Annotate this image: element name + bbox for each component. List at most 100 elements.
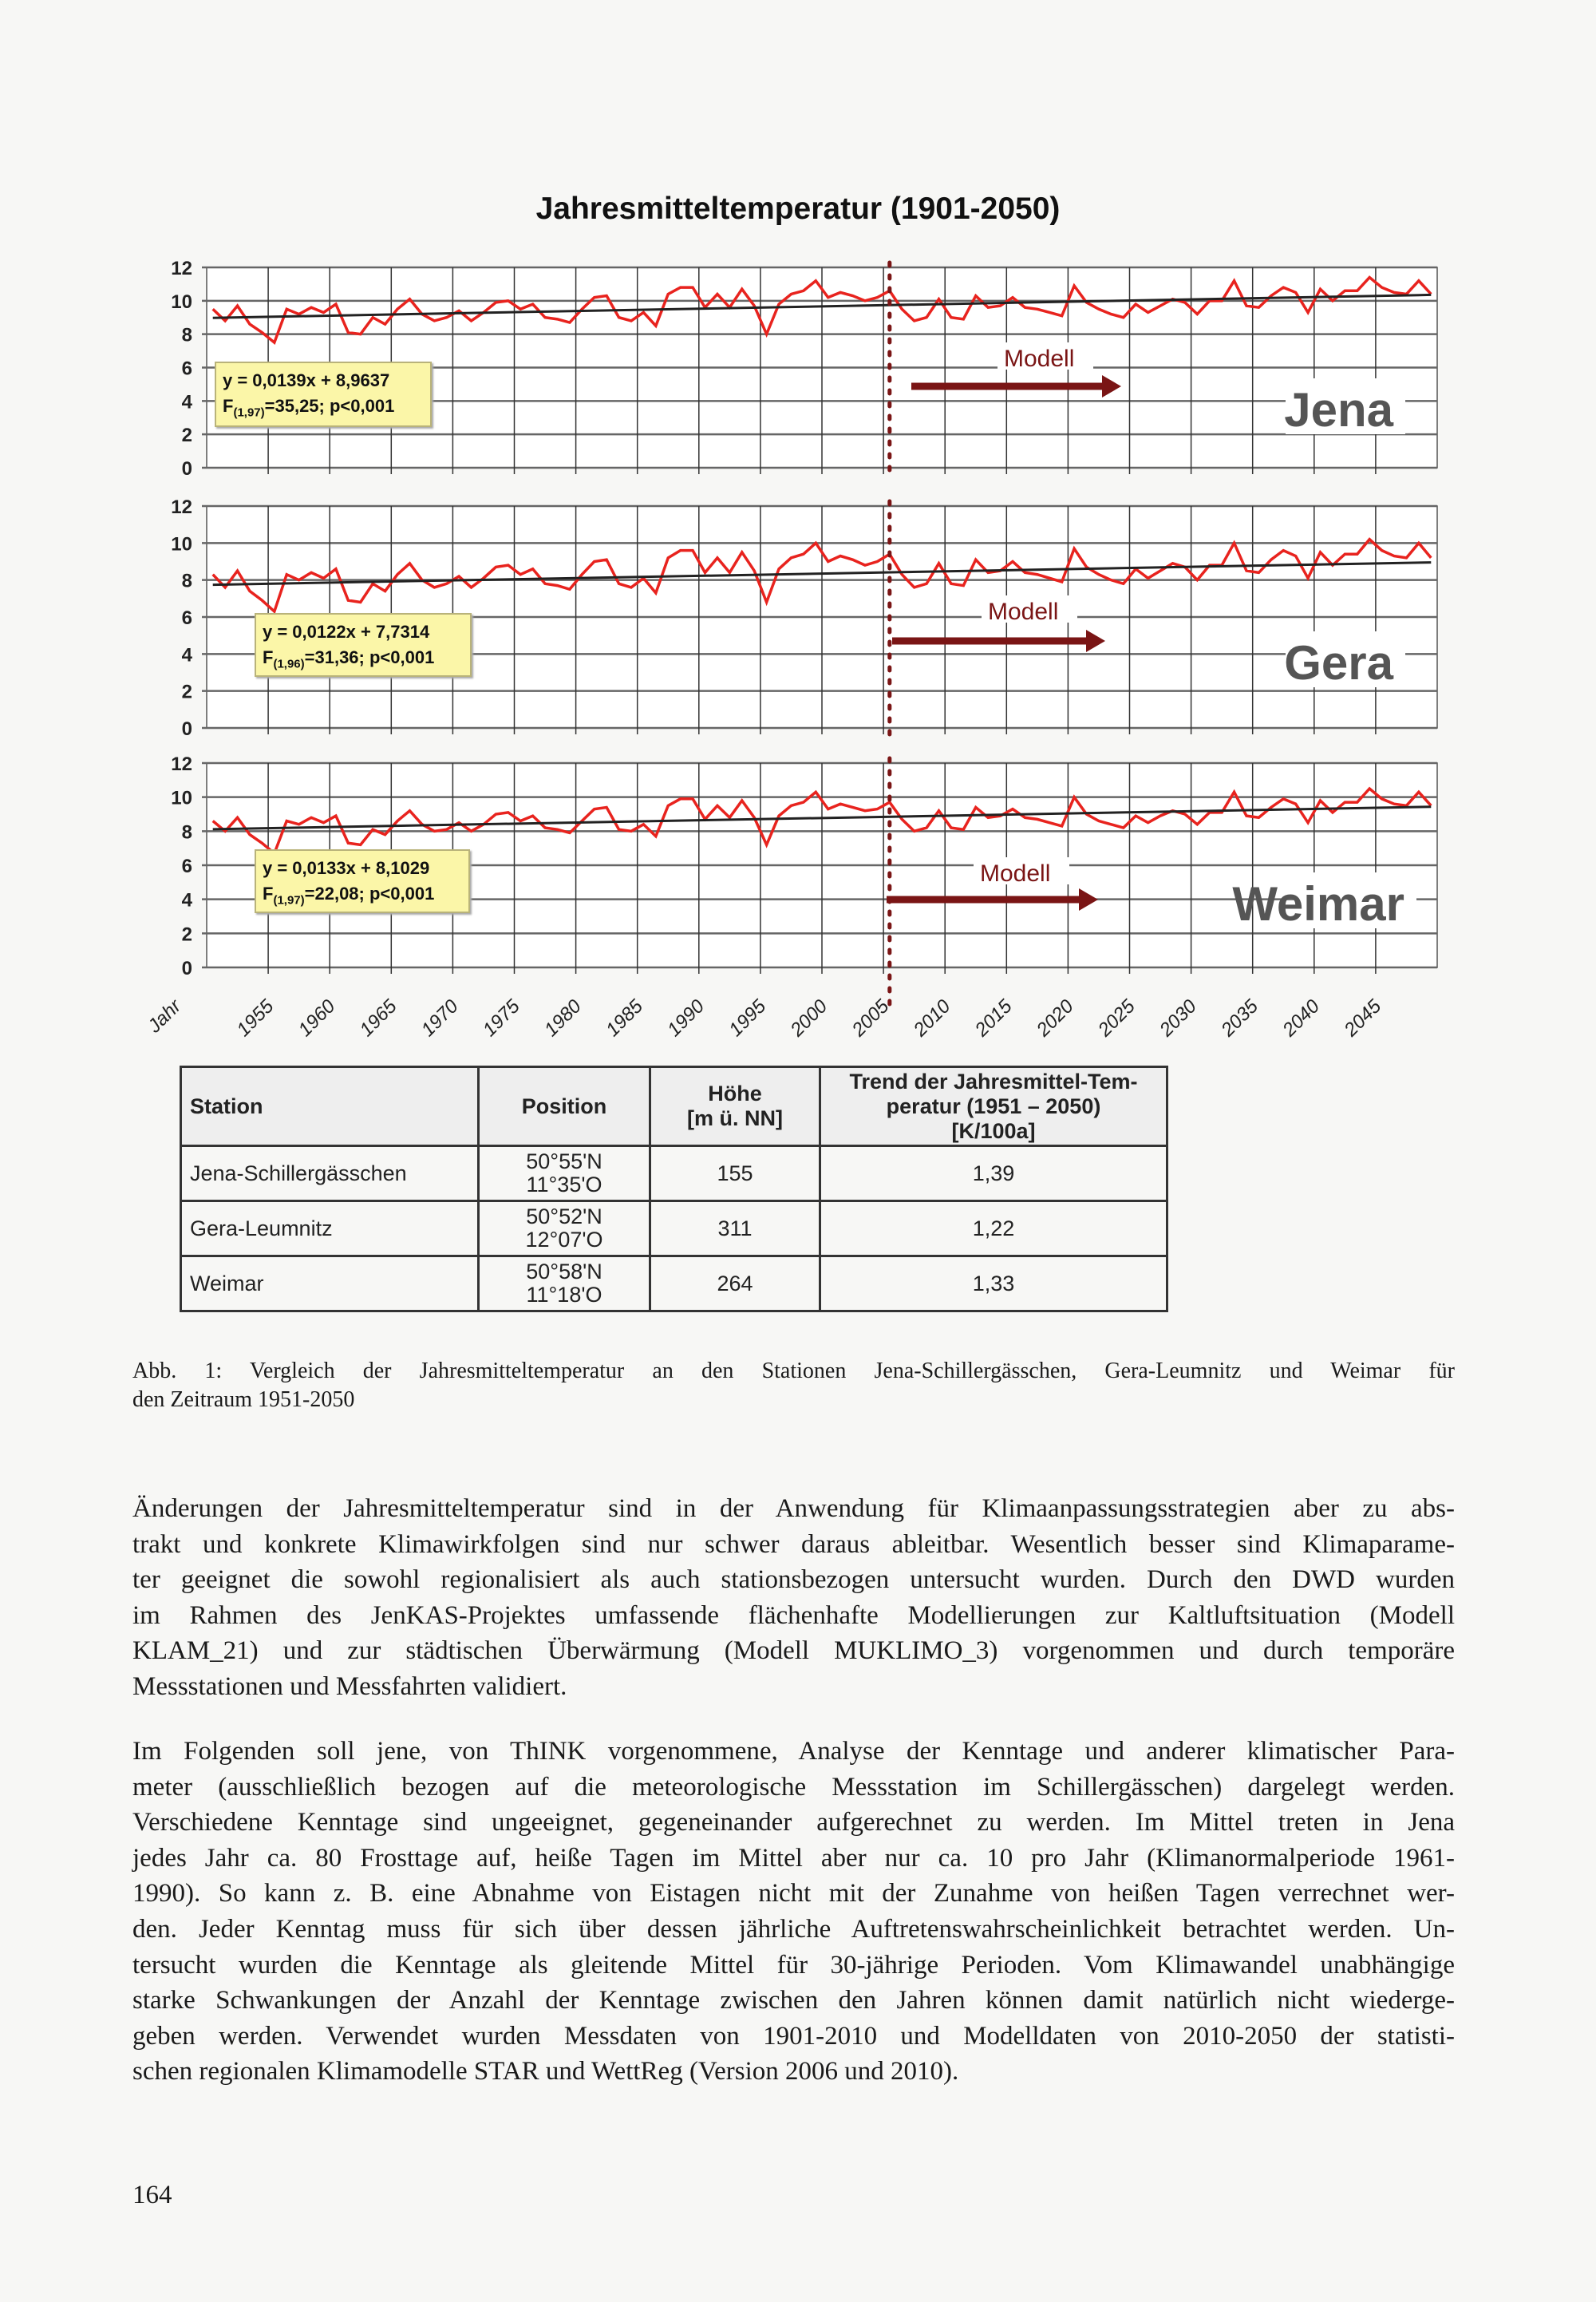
y-tick-label: 8: [182, 571, 192, 592]
chart-title: Jahresmitteltemperatur (1901-2050): [535, 192, 1061, 226]
text-line: trakt und konkrete Klimawirkfolgen sind …: [132, 1529, 1455, 1559]
text-line: Änderungen der Jahresmitteltemperatur si…: [132, 1494, 1455, 1523]
table-row: Weimar 50°58'N 11°18'O 264 1,33: [180, 1255, 1168, 1312]
text-line: meter (ausschließlich bezogen auf die me…: [132, 1772, 1455, 1802]
regression-equation: y = 0,0122x + 7,7314: [263, 622, 430, 642]
x-tick-label: 2025: [1093, 995, 1140, 1038]
header-hoehe: Höhe [m ü. NN]: [649, 1066, 821, 1147]
y-tick-label: 4: [182, 391, 193, 413]
x-tick-label: 2000: [786, 995, 832, 1038]
cell-trend: 1,39: [819, 1145, 1168, 1202]
model-arrowhead-icon: [1102, 375, 1121, 398]
temperature-charts: 0 2 4 6 8 10 12 Jena Modell 0 2 4 6 8 10 12 Gera Modell 0 2…: [143, 258, 1438, 1038]
station-label: Weimar: [1232, 877, 1404, 931]
text-line: starke Schwankungen der Anzahl der Kennt…: [132, 1986, 1455, 2015]
chart-panel-weimar: 0 2 4 6 8 10 12 Weimar Modell: [171, 753, 1438, 1010]
table-row: Jena-Schillergässchen 50°55'N 11°35'O 155…: [180, 1145, 1168, 1202]
y-tick-label: 8: [182, 325, 192, 346]
model-label-bg: [998, 342, 1093, 370]
y-tick-label: 12: [171, 258, 192, 279]
station-label-bg: [1286, 631, 1405, 687]
x-tick-label: 1990: [663, 995, 709, 1038]
x-tick-label: 1995: [725, 995, 770, 1038]
text-line: schen regionalen Klimamodelle STAR und W…: [132, 2057, 959, 2086]
y-tick-label: 4: [182, 890, 193, 912]
cell-position: 50°55'N 11°35'O: [477, 1145, 651, 1202]
model-arrowhead-icon: [1079, 888, 1098, 911]
x-tick-label: 1985: [602, 995, 647, 1038]
y-tick-label: 12: [171, 496, 192, 518]
regression-box-gera: y = 0,0122x + 7,7314 F(1,96)=31,36; p<0,…: [255, 613, 472, 677]
station-label-bg: [1297, 872, 1416, 928]
regression-box-weimar: y = 0,0133x + 8,1029 F(1,97)=22,08; p<0,…: [255, 849, 470, 913]
y-tick-label: 4: [182, 644, 193, 666]
header-station: Station: [180, 1066, 480, 1147]
station-label-bg: [1286, 378, 1405, 434]
y-tick-label: 2: [182, 924, 192, 945]
text-line: geben werden. Verwendet wurden Messdaten…: [132, 2021, 1455, 2051]
x-tick-label: 2010: [909, 995, 955, 1038]
y-tick-label: 10: [171, 291, 192, 313]
model-label-bg: [974, 857, 1069, 884]
y-tick-label: 2: [182, 425, 192, 446]
x-tick-label: 1970: [417, 995, 463, 1038]
header-trend: Trend der Jahresmittel-Tem-peratur (1951…: [819, 1066, 1168, 1147]
y-tick-label: 6: [182, 856, 192, 877]
model-label-bg: [982, 595, 1077, 623]
x-tick-label: 2005: [847, 995, 894, 1038]
temperature-series-line: [211, 537, 1432, 615]
table-header-row: Station Position Höhe [m ü. NN] Trend der…: [180, 1066, 1168, 1147]
regression-stat: F(1,97)=22,08; p<0,001: [263, 884, 435, 908]
x-tick-label: 2015: [970, 995, 1017, 1038]
x-tick-label: 2020: [1032, 995, 1078, 1038]
text-line: Im Folgenden soll jene, von ThINK vorgen…: [132, 1737, 1455, 1766]
regression-equation: y = 0,0139x + 8,9637: [223, 370, 390, 390]
x-tick-label: 1965: [356, 995, 401, 1038]
x-tick-label: 2040: [1278, 995, 1324, 1038]
model-label: Modell: [988, 599, 1058, 625]
y-tick-label: 0: [182, 718, 192, 740]
header-position: Position: [477, 1066, 651, 1147]
cell-station: Jena-Schillergässchen: [180, 1145, 480, 1202]
trend-line: [212, 805, 1432, 831]
regression-equation: y = 0,0133x + 8,1029: [263, 858, 430, 878]
cell-station: Gera-Leumnitz: [180, 1200, 480, 1257]
station-label: Gera: [1284, 636, 1393, 690]
regression-stat: F(1,97)=35,25; p<0,001: [223, 396, 395, 420]
station-table: Station Position Höhe [m ü. NN] Trend der…: [180, 1066, 1168, 1312]
cell-hoehe: 155: [649, 1145, 821, 1202]
x-tick-label: 2035: [1216, 995, 1262, 1038]
x-tick-label: 1975: [479, 995, 524, 1038]
x-axis-label: Jahr: [143, 995, 186, 1038]
text-line: ter geeignet die sowohl regionalisiert a…: [132, 1565, 1455, 1595]
y-tick-label: 10: [171, 533, 192, 555]
text-line: im Rahmen des JenKAS-Projektes umfassend…: [132, 1600, 1455, 1630]
figure-caption: Abb. 1: Vergleich der Jahresmitteltemper…: [132, 1357, 1455, 1414]
y-tick-label: 0: [182, 458, 192, 480]
y-tick-label: 12: [171, 753, 192, 775]
cell-trend: 1,22: [819, 1200, 1168, 1257]
x-tick-label: 2030: [1155, 995, 1201, 1038]
x-tick-label: 1960: [294, 995, 340, 1038]
cell-hoehe: 311: [649, 1200, 821, 1257]
text-line: jedes Jahr ca. 80 Frosttage auf, heiße T…: [132, 1843, 1455, 1873]
cell-position: 50°58'N 11°18'O: [477, 1255, 651, 1312]
table-row: Gera-Leumnitz 50°52'N 12°07'O 311 1,22: [180, 1200, 1168, 1257]
x-tick-label: 1980: [540, 995, 586, 1038]
model-label: Modell: [1004, 346, 1074, 372]
cell-position: 50°52'N 12°07'O: [477, 1200, 651, 1257]
model-arrowhead-icon: [1086, 630, 1105, 652]
cell-trend: 1,33: [819, 1255, 1168, 1312]
temperature-series-line: [211, 275, 1432, 346]
paragraph-1: Änderungen der Jahresmitteltemperatur si…: [132, 1491, 1455, 1705]
station-label: Jena: [1284, 383, 1393, 437]
text-line: tersucht wurden die Kenntage als gleiten…: [132, 1950, 1455, 1980]
y-tick-label: 2: [182, 682, 192, 703]
paragraph-2: Im Folgenden soll jene, von ThINK vorgen…: [132, 1734, 1455, 2090]
cell-station: Weimar: [180, 1255, 480, 1312]
y-tick-label: 10: [171, 788, 192, 809]
text-line: Verschiedene Kenntage sind ungeeignet, g…: [132, 1808, 1455, 1837]
trend-line: [212, 561, 1432, 587]
text-line: KLAM_21) und zur städtischen Überwärmung…: [132, 1636, 1455, 1666]
x-tick-label: 2045: [1340, 995, 1386, 1038]
